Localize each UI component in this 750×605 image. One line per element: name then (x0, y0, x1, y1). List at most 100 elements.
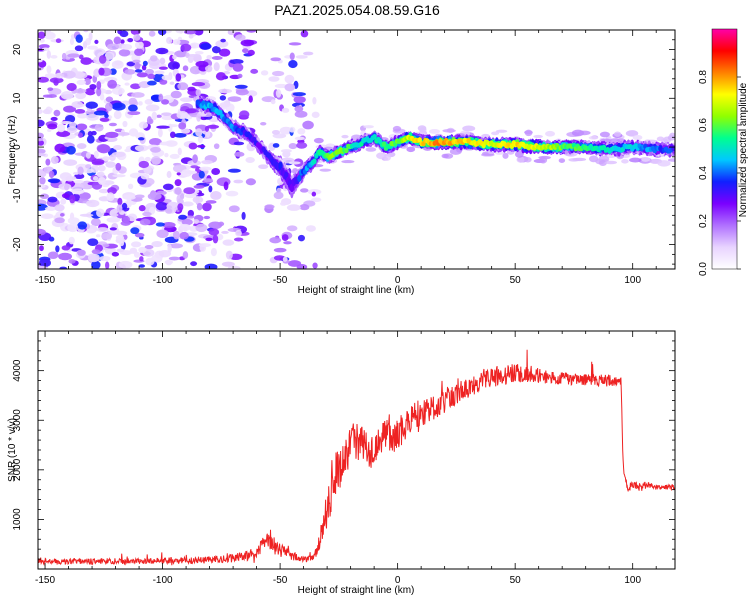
spectrogram-cell (60, 91, 74, 100)
spectrogram-cell (495, 151, 504, 155)
colorbar-tick-label: 0.6 (698, 118, 709, 132)
spectrogram-cell (641, 157, 651, 162)
spectrogram-cell (77, 221, 88, 230)
spectrogram-cell (312, 262, 318, 269)
spectrogram-cell (172, 39, 181, 45)
spectrogram-cell (99, 255, 111, 262)
spectrogram-cell (158, 93, 164, 102)
spectrogram-cell (106, 43, 120, 51)
spectrogram-cell (206, 54, 212, 60)
spectrogram-cell (73, 180, 85, 184)
spectrogram-cell (206, 124, 220, 129)
spectrogram-cell (122, 120, 128, 128)
spectrogram-cell (235, 229, 242, 237)
spectrogram-cell (218, 48, 231, 57)
spectrogram-cell (288, 42, 302, 46)
spectrogram-cell (524, 156, 532, 163)
spectrogram-cell (196, 202, 203, 211)
spectrogram-cell (282, 256, 288, 262)
spectrogram-cell (211, 167, 221, 175)
spectrogram-cell (225, 250, 233, 260)
spectrogram-cell (264, 204, 275, 210)
spectrogram-cell (175, 30, 184, 34)
spectrogram-cell (98, 55, 107, 64)
spectrogram-cell (516, 156, 525, 163)
spectrogram-cell (64, 183, 70, 191)
spectrogram-cell (288, 60, 298, 69)
spectrogram-cell (462, 125, 476, 132)
spectrogram-cell (93, 110, 108, 116)
spectrogram-xtick-label: 0 (395, 275, 401, 286)
spectrogram-cell (588, 135, 599, 140)
spectrogram-cell (533, 134, 543, 139)
spectrogram-cell (132, 59, 141, 64)
spectrogram-cell (150, 94, 159, 101)
spectrogram-cell (105, 161, 116, 168)
spectrogram-cell (109, 227, 117, 231)
spectrogram-cell (240, 39, 255, 47)
spectrogram-cell (128, 97, 138, 106)
spectrogram-cell (296, 264, 308, 269)
spectrogram-cell (133, 251, 141, 258)
spectrogram-cell (169, 131, 176, 139)
spectrogram-cell (70, 188, 85, 195)
spectrogram-cell (184, 193, 197, 199)
spectrogram-cell (159, 79, 168, 85)
spectrogram-cell (111, 213, 119, 217)
spectrogram-cell (95, 234, 101, 238)
spectrogram-cell (74, 45, 84, 52)
spectrogram-cell (195, 223, 208, 233)
spectrogram-cell (172, 54, 177, 60)
spectrogram-cell (215, 72, 227, 81)
snr-ytick-label: 2000 (12, 458, 23, 481)
spectrogram-cell (200, 43, 212, 50)
spectrogram-cell (182, 65, 189, 72)
colorbar-ticks: 0.0 0.2 0.4 0.6 0.8 (698, 70, 741, 276)
spectrogram-cell (78, 54, 84, 60)
spectrogram-cell (38, 228, 46, 236)
snr-panel: -150 -100 -50 0 50 100 1000 2000 3000 4000 Height… (7, 330, 676, 596)
spectrogram-cell (229, 30, 242, 33)
spectrogram-cell (195, 89, 202, 97)
spectrogram-cell (88, 32, 93, 41)
spectrogram-cell (201, 160, 213, 165)
spectrogram-cell (179, 223, 191, 232)
spectrogram-cell (297, 234, 305, 242)
spectrogram-cell (138, 246, 147, 254)
snr-xtick-label: -50 (273, 575, 288, 586)
spectrogram-cell (113, 110, 122, 120)
spectrogram-cell (149, 55, 158, 62)
spectrogram-cell (91, 159, 105, 165)
spectrogram-cell (213, 143, 220, 150)
spectrogram-cell (313, 137, 324, 144)
spectrogram-cell (46, 94, 57, 98)
spectrogram-cell (105, 96, 114, 103)
spectrogram-cell (141, 64, 147, 71)
spectrogram-cell (198, 170, 205, 179)
spectrogram-cell (155, 201, 168, 211)
spectrogram-cell (134, 62, 141, 71)
spectrogram-cell (134, 194, 145, 199)
spectrogram-cell (147, 73, 156, 79)
spectrogram-cell (220, 38, 226, 43)
spectrogram-cell (188, 34, 194, 39)
spectrogram-cell (97, 144, 111, 154)
spectrogram-cell (139, 256, 144, 262)
spectrogram-cell (118, 49, 131, 57)
spectrogram-cell (137, 137, 145, 141)
spectrogram-cell (194, 30, 204, 36)
spectrogram-cell (270, 57, 282, 62)
spectrogram-cell (73, 88, 87, 94)
spectrogram-cell (284, 74, 295, 84)
spectrogram-cell (38, 132, 44, 140)
spectrogram-cell (47, 178, 61, 183)
spectrogram-cell (99, 93, 105, 101)
spectrogram-cell (159, 57, 166, 65)
spectrogram-cell (273, 191, 284, 200)
spectrogram-cell (38, 108, 43, 115)
spectrogram-cell (94, 39, 99, 44)
snr-xtick-label: 50 (510, 575, 522, 586)
spectrogram-cell (130, 30, 141, 35)
spectrogram-cell (174, 179, 182, 187)
